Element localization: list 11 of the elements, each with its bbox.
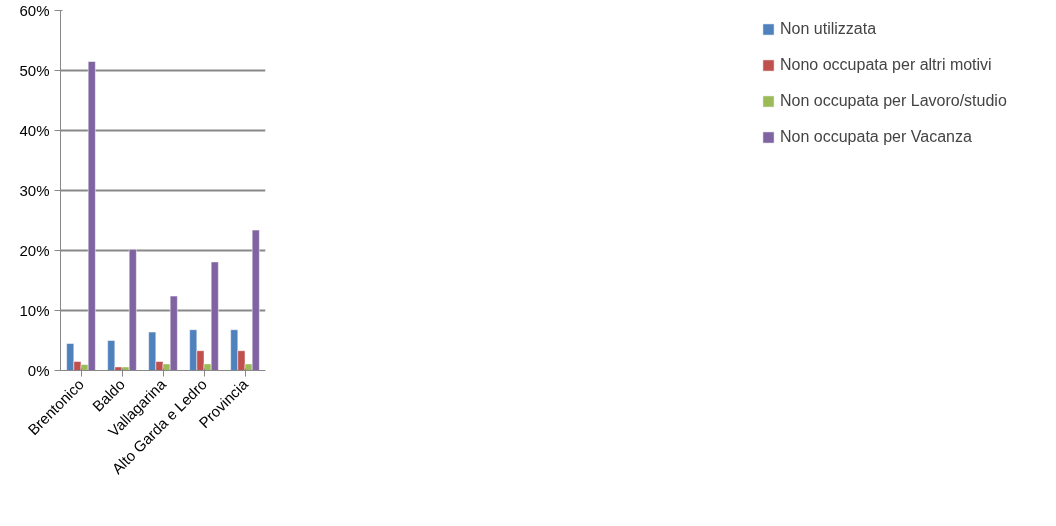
y-tick-label: 10% — [19, 302, 50, 319]
legend-label: Non occupata per Vacanza — [780, 128, 973, 146]
y-tick-label: 60% — [19, 2, 50, 19]
y-tick-label: 50% — [19, 62, 50, 79]
y-tick-label: 0% — [27, 362, 50, 379]
legend-label: Non utilizzata — [780, 20, 878, 38]
y-tick-label: 30% — [19, 182, 50, 199]
y-tick-label: 40% — [19, 122, 50, 139]
legend-label: Nono occupata per altri motivi — [780, 56, 993, 74]
legend-label: Non occupata per Lavoro/studio — [780, 92, 1008, 110]
y-tick-label: 20% — [19, 242, 50, 259]
